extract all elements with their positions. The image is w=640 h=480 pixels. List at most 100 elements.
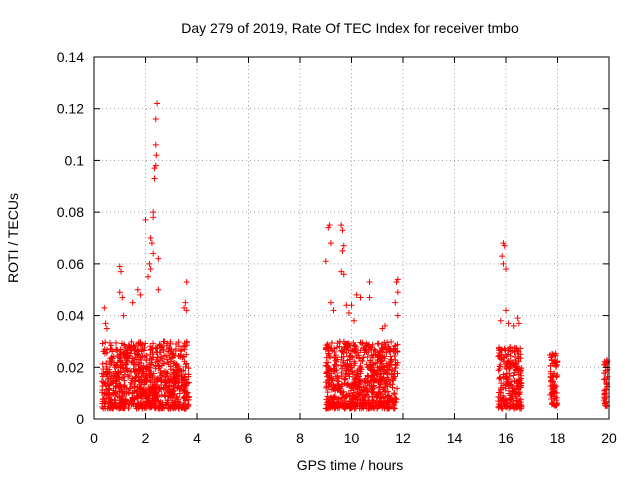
data-point — [362, 375, 369, 382]
data-point — [509, 385, 516, 392]
data-point — [357, 357, 364, 364]
data-point — [147, 266, 154, 273]
data-point — [498, 346, 505, 353]
data-point — [182, 299, 189, 306]
data-point — [128, 338, 135, 345]
data-point — [322, 346, 329, 353]
data-point — [148, 356, 155, 363]
data-point — [391, 405, 398, 412]
y-axis-label: ROTI / TECUs — [5, 193, 21, 283]
data-point — [384, 383, 391, 390]
data-point — [394, 385, 401, 392]
data-point — [343, 367, 350, 374]
data-point — [513, 382, 520, 389]
data-point — [381, 379, 388, 386]
data-point — [500, 371, 507, 378]
data-point — [169, 389, 176, 396]
data-point — [341, 345, 348, 352]
data-point — [338, 222, 345, 229]
data-point — [374, 364, 381, 371]
data-point — [497, 317, 504, 324]
data-point — [603, 380, 610, 387]
data-point — [344, 361, 351, 368]
data-point — [126, 352, 133, 359]
data-point — [515, 353, 522, 360]
data-point — [133, 405, 140, 412]
data-point — [152, 141, 159, 148]
data-point — [166, 383, 173, 390]
data-point — [177, 367, 184, 374]
data-point — [392, 356, 399, 363]
data-point — [147, 386, 154, 393]
data-point — [114, 370, 121, 377]
data-point — [512, 356, 519, 363]
data-point — [357, 347, 364, 354]
data-point — [183, 405, 190, 412]
data-point — [350, 347, 357, 354]
data-point — [100, 366, 107, 373]
data-point — [149, 359, 156, 366]
data-point — [361, 397, 368, 404]
data-point — [164, 359, 171, 366]
data-point — [366, 346, 373, 353]
data-point — [338, 268, 345, 275]
data-point — [352, 380, 359, 387]
data-point — [550, 387, 557, 394]
data-point — [503, 266, 509, 273]
data-point — [134, 387, 141, 394]
data-point — [169, 402, 176, 409]
data-point — [163, 352, 170, 359]
data-point — [158, 405, 165, 412]
data-point — [116, 354, 123, 361]
data-point — [328, 339, 335, 346]
data-point — [339, 227, 346, 234]
data-point — [511, 378, 518, 385]
data-point — [338, 369, 345, 376]
data-point — [379, 384, 386, 391]
data-point — [170, 376, 177, 383]
data-point — [515, 391, 522, 398]
data-point — [495, 393, 502, 400]
data-point — [551, 370, 558, 377]
data-point — [185, 365, 192, 372]
data-point — [160, 360, 167, 367]
data-point — [129, 394, 136, 401]
data-point — [383, 349, 390, 356]
data-point — [325, 224, 332, 231]
data-point — [117, 357, 124, 364]
data-point — [350, 395, 357, 402]
data-point — [514, 366, 521, 373]
data-point — [135, 361, 142, 368]
data-point — [118, 399, 125, 406]
data-point — [164, 399, 171, 406]
data-point — [360, 388, 367, 395]
data-point — [386, 348, 393, 355]
y-axis-ticks: 0 0.02 0.04 0.06 0.08 0.1 0.12 0.14 — [57, 49, 609, 427]
data-point — [552, 352, 559, 359]
data-point — [325, 405, 332, 412]
data-point — [133, 356, 140, 363]
data-point — [322, 258, 329, 265]
data-point — [121, 382, 128, 389]
data-point — [391, 368, 398, 375]
data-point — [368, 346, 375, 353]
data-point — [381, 405, 388, 412]
data-point — [554, 371, 561, 378]
data-point — [391, 352, 398, 359]
data-point — [348, 368, 355, 375]
data-point — [332, 363, 339, 370]
data-point — [383, 360, 390, 367]
data-point — [604, 373, 611, 380]
data-point — [183, 278, 190, 285]
data-point — [110, 402, 117, 409]
data-point — [496, 375, 503, 382]
data-point — [503, 307, 509, 314]
data-point — [145, 273, 152, 280]
data-point — [142, 340, 149, 347]
data-point — [355, 352, 362, 359]
data-point — [149, 345, 156, 352]
data-point — [154, 354, 161, 361]
data-point — [332, 373, 339, 380]
data-point — [335, 383, 342, 390]
